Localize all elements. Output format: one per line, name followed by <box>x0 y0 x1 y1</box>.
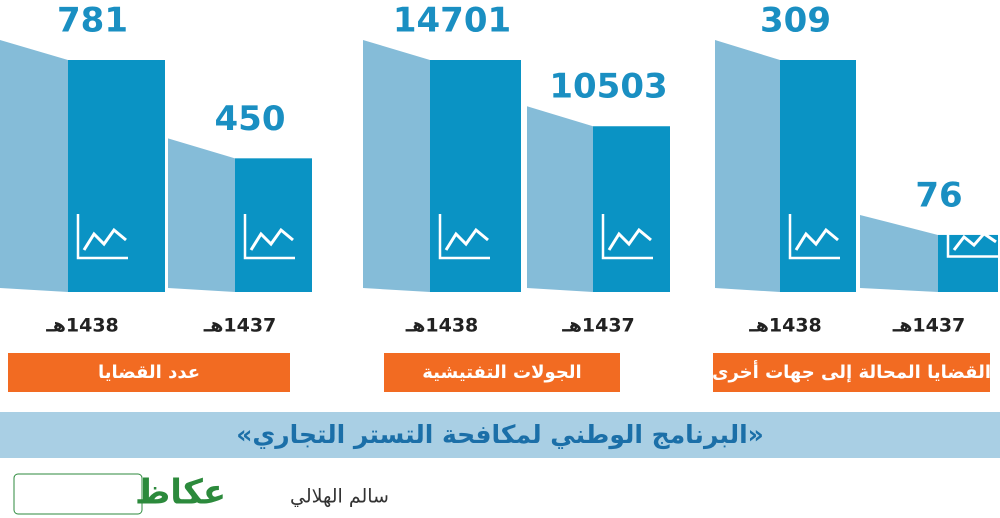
box-side <box>527 106 593 293</box>
chart-icon <box>76 214 128 260</box>
chart-icon <box>946 220 998 258</box>
box-side <box>168 138 235 292</box>
year-label: 1437هـ <box>203 315 277 337</box>
box-front <box>68 60 165 292</box>
box-front <box>430 60 521 292</box>
box-side <box>860 214 938 292</box>
banner-text: «البرنامج الوطني لمكافحة التستر التجاري» <box>236 420 764 450</box>
year-label: 1438هـ <box>748 315 822 337</box>
group-band <box>384 353 620 392</box>
chart-icon-line <box>444 227 489 251</box>
logo-frame <box>13 473 143 515</box>
chart-icon-line <box>607 227 652 251</box>
chart-icon-line <box>952 231 997 251</box>
chart-icon-line <box>794 227 839 251</box>
box-side <box>715 40 780 292</box>
box-side <box>0 40 68 292</box>
value-label: 10503 <box>549 67 667 107</box>
group-band <box>713 353 990 392</box>
year-label: 1438هـ <box>405 315 479 337</box>
box-front <box>780 60 856 292</box>
year-label: 1438هـ <box>45 315 119 337</box>
year-label: 1437هـ <box>561 315 635 337</box>
value-label: 309 <box>760 1 831 41</box>
chart-icon <box>788 214 840 260</box>
chart-icon <box>243 214 295 260</box>
value-label: 14701 <box>393 1 511 41</box>
box-side <box>363 40 430 292</box>
banner <box>0 412 1000 458</box>
value-label: 450 <box>215 99 286 139</box>
group-title: عدد القضايا <box>98 362 200 383</box>
chart-icon <box>601 214 653 260</box>
group-title: الجولات التفتيشية <box>422 362 581 383</box>
chart-icon-line <box>249 227 294 251</box>
value-label: 781 <box>57 1 128 41</box>
box-front <box>235 158 312 292</box>
group-title: القضايا المحالة إلى جهات أخرى <box>712 360 991 383</box>
logo: عكاظ <box>135 473 226 513</box>
chart-icon <box>438 214 490 260</box>
author: سالم الهلالي <box>290 486 389 508</box>
box-front <box>593 126 670 293</box>
value-label: 76 <box>915 175 962 215</box>
year-label: 1437هـ <box>892 315 966 337</box>
chart-icon-line <box>82 227 127 251</box>
group-band <box>8 353 290 392</box>
